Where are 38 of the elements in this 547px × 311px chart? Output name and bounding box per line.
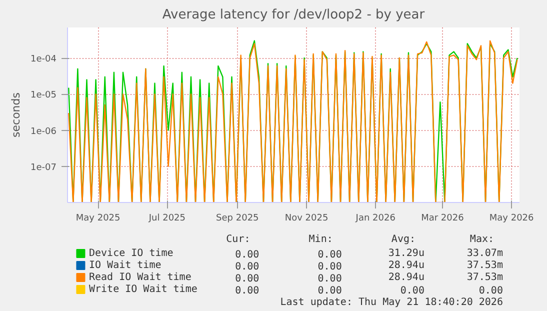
text: Min: xyxy=(308,234,333,245)
y-tick-label: 1e-04 xyxy=(30,54,57,65)
text: 28.94u xyxy=(388,272,424,283)
text: 31.29u xyxy=(388,248,424,259)
chart-title: Average latency for /dev/loop2 - by year xyxy=(162,8,426,22)
x-tick-label: Sep 2025 xyxy=(216,214,259,224)
text: Last update: Thu May 21 18:40:20 2026 xyxy=(280,297,503,308)
text: 0.00 xyxy=(318,250,342,260)
text: 0.00 xyxy=(400,286,424,296)
text: Max: xyxy=(470,234,494,245)
text: 33.07m xyxy=(466,248,503,259)
y-tick-label: 1e-06 xyxy=(30,126,57,137)
legend-label: Write IO Wait time xyxy=(88,284,198,295)
legend-label: Read IO Wait time xyxy=(88,272,192,283)
text: 0.00 xyxy=(235,286,260,296)
text: 0.00 xyxy=(318,262,342,272)
legend-label: IO Wait time xyxy=(88,260,162,271)
y-axis-title: seconds xyxy=(10,92,23,138)
text: 0.00 xyxy=(318,274,342,284)
x-tick-label: Jul 2025 xyxy=(148,214,186,224)
text: 0.00 xyxy=(478,286,503,296)
text: 0.00 xyxy=(318,286,342,296)
text: 37.53m xyxy=(466,272,503,283)
x-tick-label: Jan 2026 xyxy=(354,214,396,224)
text: 0.00 xyxy=(235,274,260,284)
text: Cur: xyxy=(226,234,250,245)
text: 37.53m xyxy=(466,260,503,271)
x-tick-label: May 2026 xyxy=(489,214,534,224)
x-tick-label: May 2025 xyxy=(76,214,120,224)
text: 28.94u xyxy=(388,260,424,271)
legend-label: Device IO time xyxy=(88,248,174,259)
text: 0.00 xyxy=(235,262,260,272)
text: Avg: xyxy=(391,234,416,245)
y-tick-label: 1e-07 xyxy=(30,162,57,173)
x-tick-label: Nov 2025 xyxy=(284,214,328,224)
x-tick-label: Mar 2026 xyxy=(421,214,464,224)
y-tick-label: 1e-05 xyxy=(30,90,57,101)
text: 0.00 xyxy=(235,250,260,260)
